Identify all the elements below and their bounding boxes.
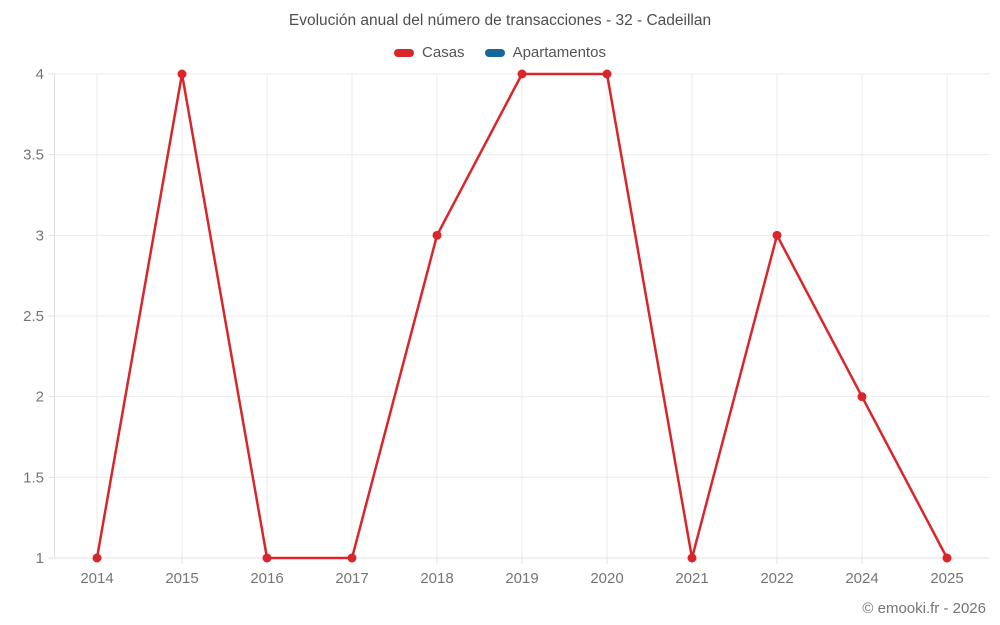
data-point-casas-2024[interactable] xyxy=(857,392,867,402)
legend-item-casas[interactable]: Casas xyxy=(394,44,465,61)
data-point-casas-2017[interactable] xyxy=(347,553,357,563)
legend: Casas Apartamentos xyxy=(0,44,1000,61)
data-point-casas-2014[interactable] xyxy=(92,553,102,563)
x-tick-label: 2021 xyxy=(675,570,708,587)
legend-label-casas: Casas xyxy=(422,44,465,61)
chart-title: Evolución anual del número de transaccio… xyxy=(288,12,712,29)
x-tick-label: 2017 xyxy=(335,570,368,587)
legend-item-apartamentos[interactable]: Apartamentos xyxy=(484,44,606,61)
copyright-text: © emooki.fr - 2026 xyxy=(862,600,986,617)
y-tick-label: 3.5 xyxy=(23,147,44,164)
data-point-casas-2019[interactable] xyxy=(517,69,527,79)
x-tick-label: 2018 xyxy=(420,570,453,587)
y-tick-label: 3 xyxy=(36,227,44,244)
legend-label-apartamentos: Apartamentos xyxy=(512,44,606,61)
data-point-casas-2025[interactable] xyxy=(942,553,952,563)
y-tick-label: 2 xyxy=(36,389,44,406)
x-tick-label: 2019 xyxy=(505,570,538,587)
legend-swatch-casas xyxy=(394,48,415,57)
legend-swatch-apartamentos xyxy=(484,48,505,57)
y-tick-label: 2.5 xyxy=(23,308,44,325)
x-tick-label: 2015 xyxy=(165,570,198,587)
x-tick-label: 2022 xyxy=(760,570,793,587)
data-point-casas-2018[interactable] xyxy=(432,230,442,240)
x-tick-label: 2024 xyxy=(845,570,878,587)
y-tick-label: 1 xyxy=(36,550,44,567)
x-tick-label: 2016 xyxy=(250,570,283,587)
data-point-casas-2020[interactable] xyxy=(602,69,612,79)
data-point-casas-2016[interactable] xyxy=(262,553,272,563)
data-point-casas-2022[interactable] xyxy=(772,230,782,240)
data-point-casas-2021[interactable] xyxy=(687,553,697,563)
x-tick-label: 2025 xyxy=(930,570,963,587)
x-tick-label: 2014 xyxy=(80,570,113,587)
data-point-casas-2015[interactable] xyxy=(177,69,187,79)
y-tick-label: 1.5 xyxy=(23,469,44,486)
y-tick-label: 4 xyxy=(36,66,44,83)
x-tick-label: 2020 xyxy=(590,570,623,587)
